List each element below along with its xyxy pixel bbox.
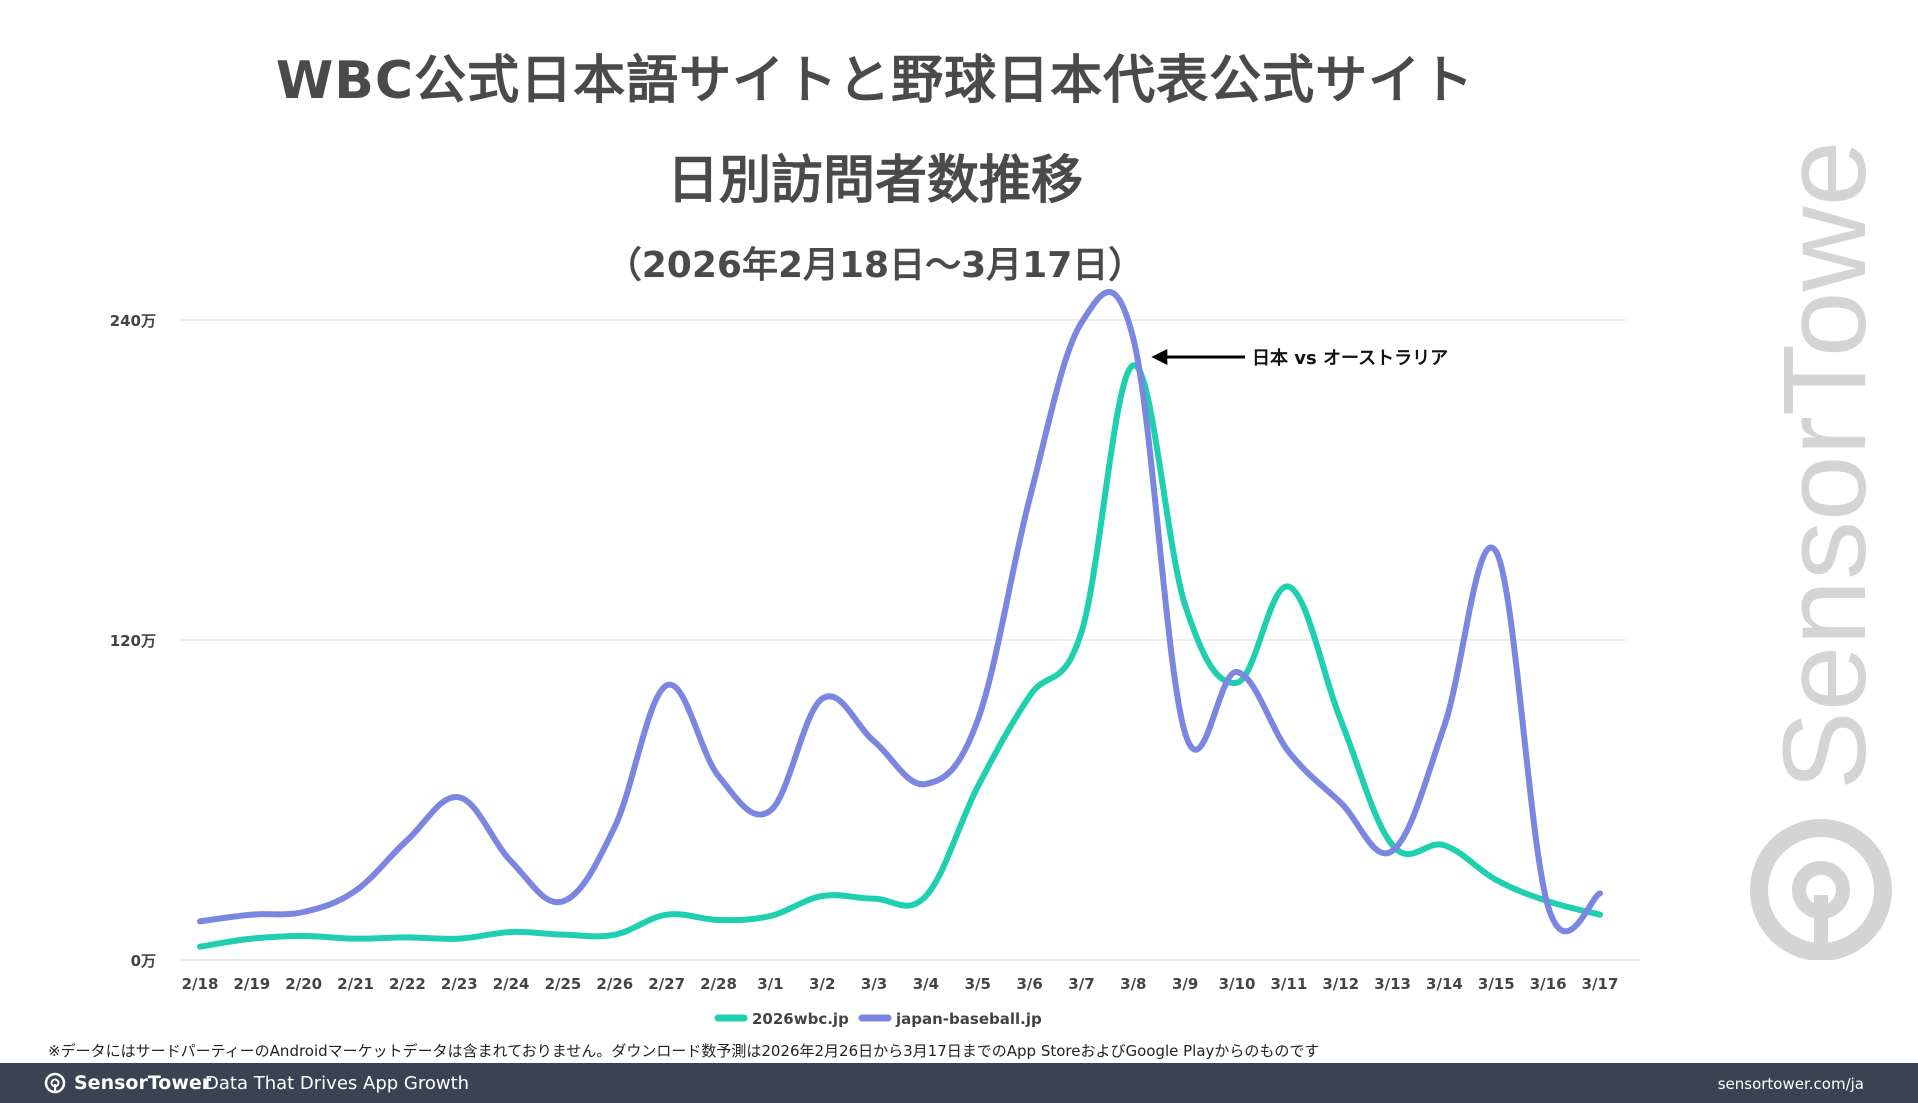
x-tick-label: 3/12 — [1322, 975, 1359, 993]
x-tick-label: 3/2 — [809, 975, 835, 993]
y-tick-label: 120万 — [110, 632, 156, 650]
x-tick-label: 2/21 — [337, 975, 374, 993]
series-line-2 — [197, 289, 1603, 935]
y-tick-label: 0万 — [131, 952, 156, 970]
footer-bar: SensorTower Data That Drives App Growth … — [0, 1063, 1918, 1103]
legend-label-1: 2026wbc.jp — [752, 1010, 849, 1028]
x-tick-label: 2/26 — [596, 975, 633, 993]
x-tick-label: 2/22 — [389, 975, 426, 993]
annotation-arrow-head — [1151, 349, 1168, 365]
x-tick-label: 2/19 — [233, 975, 270, 993]
title-line-2: 日別訪問者数推移 — [666, 151, 1083, 211]
x-tick-label: 3/15 — [1478, 975, 1515, 993]
x-tick-label: 2/24 — [493, 975, 530, 993]
x-tick-label: 3/5 — [965, 975, 991, 993]
footer-tagline: Data That Drives App Growth — [205, 1073, 470, 1094]
x-tick-label: 3/9 — [1172, 975, 1198, 993]
title-line-1: WBC公式日本語サイトと野球日本代表公式サイト — [275, 51, 1475, 111]
footnote: ※データにはサードパーティーのAndroidマーケットデータは含まれておりません… — [48, 1042, 1320, 1060]
legend-label-2: japan-baseball.jp — [895, 1010, 1042, 1028]
x-tick-label: 2/25 — [545, 975, 582, 993]
x-tick-label: 2/23 — [441, 975, 478, 993]
watermark-logo-icon — [1750, 819, 1892, 960]
watermark-text: SensorTower — [1759, 140, 1891, 790]
x-tick-label: 3/4 — [913, 975, 939, 993]
x-tick-label: 3/3 — [861, 975, 887, 993]
footer-brand: SensorTower — [44, 1072, 211, 1094]
series-line-1 — [197, 362, 1603, 950]
x-tick-label: 3/14 — [1426, 975, 1463, 993]
y-tick-label: 240万 — [110, 312, 156, 330]
x-tick-label: 3/13 — [1374, 975, 1411, 993]
x-tick-label: 2/20 — [285, 975, 322, 993]
x-tick-label: 3/17 — [1582, 975, 1619, 993]
footer-url[interactable]: sensortower.com/ja — [1717, 1075, 1864, 1093]
x-tick-label: 3/1 — [757, 975, 783, 993]
footer-brand-name: SensorTower — [74, 1072, 212, 1094]
x-tick-label: 3/16 — [1530, 975, 1567, 993]
x-tick-label: 3/11 — [1270, 975, 1307, 993]
x-tick-label: 2/18 — [182, 975, 219, 993]
chart-subtitle: （2026年2月18日〜3月17日） — [605, 245, 1145, 286]
x-tick-label: 3/8 — [1120, 975, 1146, 993]
x-tick-label: 2/27 — [648, 975, 685, 993]
annotation-label: 日本 vs オーストラリア — [1252, 347, 1448, 369]
sensortower-watermark: SensorTower — [1750, 140, 1892, 960]
x-tick-label: 3/7 — [1068, 975, 1094, 993]
x-tick-label: 2/28 — [700, 975, 737, 993]
sensortower-logo-icon — [44, 1072, 66, 1094]
x-tick-label: 3/10 — [1219, 975, 1256, 993]
x-tick-label: 3/6 — [1016, 975, 1042, 993]
